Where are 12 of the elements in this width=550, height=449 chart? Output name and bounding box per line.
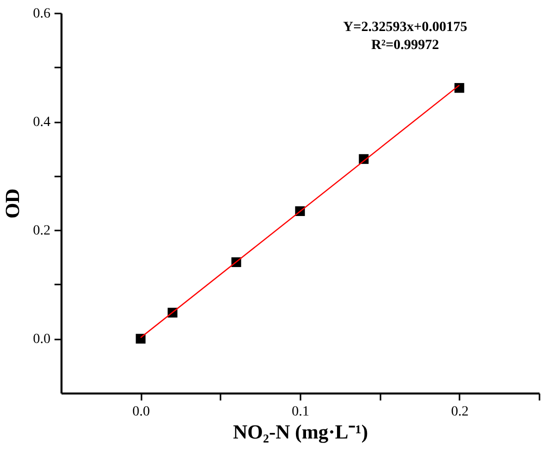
y-axis-title: OD xyxy=(2,188,24,218)
x-tick-label: 0.2 xyxy=(451,404,469,420)
y-tick-label: 0.0 xyxy=(33,332,50,348)
y-tick-label: 0.4 xyxy=(33,115,50,130)
x-axis-title: NO₂-N (mg·L⁻¹) xyxy=(232,422,368,444)
x-tick-label: 0.1 xyxy=(292,404,310,420)
x-tick-label: 0.0 xyxy=(132,404,150,420)
y-tick-label: 0.6 xyxy=(33,6,50,22)
point xyxy=(454,83,464,93)
y-tick-label: 0.2 xyxy=(33,224,50,239)
annotation: Y=2.32593x+0.00175 xyxy=(343,20,468,35)
annotation: R²=0.99972 xyxy=(371,38,440,53)
